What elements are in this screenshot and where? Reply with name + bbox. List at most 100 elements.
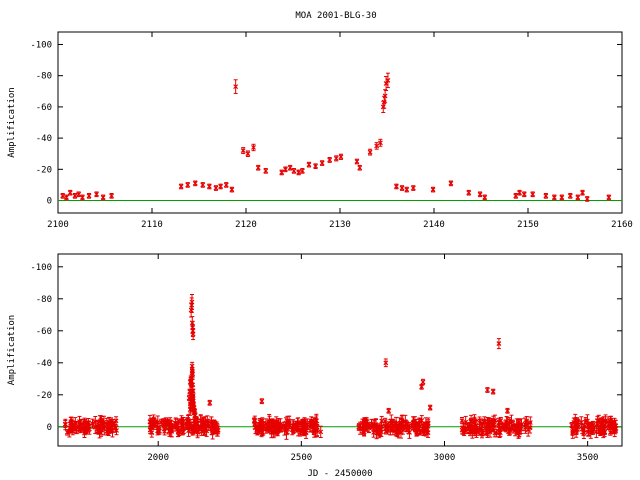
data-point — [78, 421, 84, 427]
data-point — [606, 194, 612, 200]
data-point — [192, 180, 198, 186]
data-point — [354, 159, 360, 164]
data-point — [172, 423, 178, 429]
data-point — [485, 387, 490, 393]
data-point — [251, 145, 256, 150]
data-point — [318, 429, 324, 435]
data-point — [60, 193, 66, 199]
data-point — [366, 425, 372, 431]
data-point — [581, 427, 586, 433]
x-tick-label: 3000 — [434, 453, 456, 463]
data-point — [356, 424, 362, 430]
data-point — [489, 419, 494, 425]
data-point — [292, 423, 298, 428]
data-point — [148, 422, 154, 427]
data-point — [97, 430, 102, 436]
data-point — [608, 421, 614, 426]
data-point — [94, 191, 99, 197]
data-point — [64, 194, 69, 200]
data-point — [404, 187, 410, 193]
data-point — [190, 331, 196, 337]
data-point — [379, 418, 385, 424]
data-point — [567, 193, 573, 199]
data-point — [575, 424, 581, 430]
data-point — [484, 422, 490, 427]
data-point — [213, 185, 219, 191]
data-point — [195, 429, 201, 435]
data-point — [575, 194, 581, 200]
data-point — [382, 93, 388, 99]
data-point — [571, 420, 577, 425]
data-point — [357, 165, 363, 171]
data-point — [255, 165, 261, 171]
y-tick-label: -20 — [36, 391, 52, 401]
data-point — [596, 418, 602, 424]
data-point — [78, 426, 84, 432]
data-point — [223, 182, 229, 188]
data-point — [180, 423, 186, 428]
data-point — [64, 429, 70, 435]
data-point — [580, 190, 585, 196]
data-point — [361, 419, 367, 425]
data-point — [211, 419, 217, 425]
y-axis-label: Amplification — [7, 87, 17, 157]
y-tick-label: 0 — [47, 423, 52, 433]
data-point — [466, 190, 472, 196]
data-point — [186, 395, 192, 401]
data-point — [254, 427, 260, 433]
x-tick-label: 2130 — [329, 220, 351, 230]
data-point — [313, 163, 318, 169]
data-point — [521, 191, 527, 197]
data-point — [176, 418, 182, 424]
data-point — [82, 423, 88, 429]
x-axis-label: JD - 2450000 — [307, 469, 372, 479]
data-point — [86, 193, 92, 199]
data-point — [477, 191, 483, 197]
chart-title: MOA 2001-BLG-30 — [295, 11, 376, 21]
data-point — [314, 428, 320, 433]
data-point — [570, 430, 576, 436]
data-point — [589, 425, 595, 430]
data-point — [62, 422, 68, 427]
data-point — [338, 154, 344, 160]
data-point — [410, 424, 416, 430]
data-point — [414, 430, 420, 435]
data-point — [421, 426, 427, 432]
data-point — [209, 426, 215, 432]
data-point — [410, 185, 416, 191]
y-tick-label: -60 — [36, 103, 52, 113]
data-point — [99, 420, 104, 426]
data-point — [179, 427, 185, 433]
data-point — [584, 196, 590, 202]
x-tick-label: 2140 — [423, 220, 445, 230]
data-point — [513, 193, 519, 199]
data-point — [374, 143, 380, 149]
data-point — [158, 419, 164, 425]
data-point — [175, 429, 181, 435]
data-point — [104, 421, 110, 427]
data-point — [149, 430, 155, 436]
data-point — [386, 424, 391, 430]
data-point — [68, 423, 74, 429]
data-point — [67, 190, 73, 196]
data-point — [218, 184, 224, 189]
data-point — [427, 405, 433, 411]
data-point — [114, 428, 119, 433]
data-point — [162, 428, 168, 434]
data-point — [383, 360, 389, 366]
data-point — [76, 191, 82, 197]
data-point — [383, 429, 389, 434]
data-point — [108, 425, 114, 431]
data-point — [70, 428, 76, 434]
data-point — [497, 430, 503, 436]
data-point — [206, 184, 212, 189]
data-point — [601, 418, 607, 424]
data-point — [270, 421, 276, 427]
data-point — [90, 421, 95, 427]
data-point — [448, 180, 454, 186]
data-point — [319, 160, 325, 166]
data-point — [192, 413, 198, 419]
x-tick-label: 2160 — [611, 220, 633, 230]
y-axis-label: Amplification — [7, 315, 17, 385]
data-point — [263, 168, 269, 174]
